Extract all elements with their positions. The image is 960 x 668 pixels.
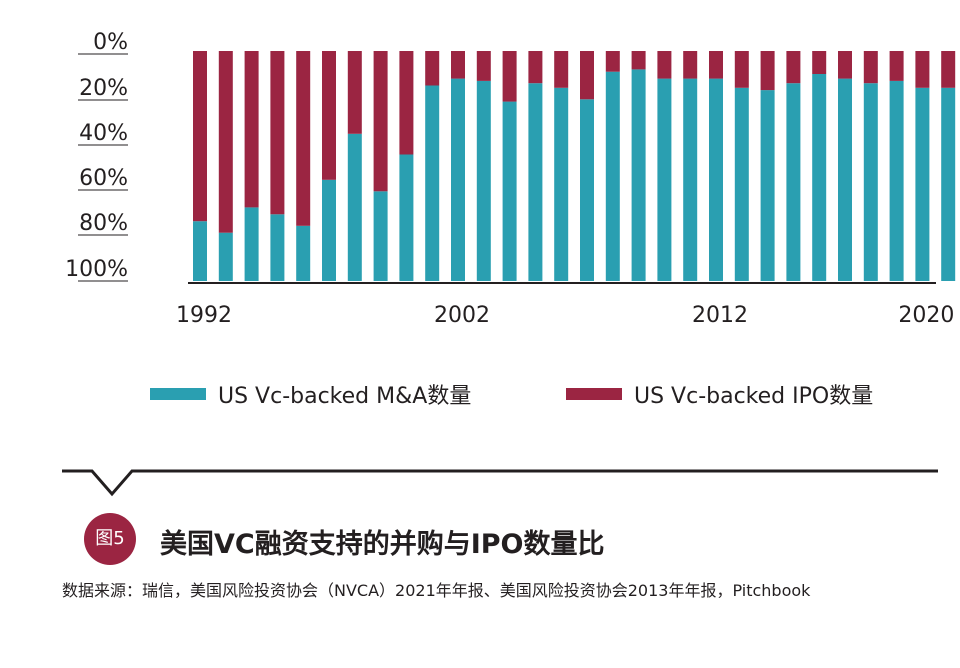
bar-ipo-2016: [812, 51, 827, 74]
bar-ma-1995: [270, 214, 285, 281]
bar-ma-1994: [244, 207, 259, 281]
bar-ma-2007: [580, 99, 594, 281]
bar-ma-2010: [657, 78, 672, 281]
bar-ipo-2009: [631, 51, 646, 70]
bar-ma-1996: [296, 225, 311, 281]
bar-ipo-2012: [709, 51, 723, 79]
y-tick-label: 40%: [79, 121, 128, 146]
bars: [193, 51, 956, 282]
bar-ipo-1999: [373, 51, 388, 192]
figure-title: 美国VC融资支持的并购与IPO数量比: [160, 529, 605, 560]
bar-ipo-2015: [786, 51, 801, 84]
bar-ma-2014: [760, 90, 775, 281]
bar-ipo-2002: [451, 51, 465, 79]
x-axis: 1992 2002 2012 2020: [176, 303, 954, 328]
bar-ma-2012: [709, 78, 723, 281]
bar-ma-2008: [605, 71, 620, 281]
bar-ipo-1996: [296, 51, 311, 226]
legend-swatch: [150, 388, 206, 400]
bar-ma-2015: [786, 83, 801, 281]
bar-ma-1999: [373, 191, 388, 281]
bar-ipo-2000: [399, 51, 414, 155]
bar-ma-2021: [941, 87, 956, 281]
bar-ipo-2020: [915, 51, 930, 88]
y-tick-label: 100%: [65, 257, 128, 282]
bar-ipo-1992: [193, 51, 207, 222]
caption-divider: [62, 469, 938, 497]
bar-ipo-2011: [683, 51, 698, 79]
x-tick-label: 2002: [434, 303, 490, 328]
bar-ipo-2019: [889, 51, 904, 81]
bar-ipo-2006: [554, 51, 569, 88]
bar-ma-2013: [734, 87, 749, 281]
bar-ma-2019: [889, 80, 904, 282]
y-tick-label: 0%: [93, 30, 128, 55]
y-tick-label: 20%: [79, 76, 128, 101]
bar-ipo-1994: [244, 51, 259, 208]
stacked-bar-chart: 0% 20% 40% 60% 80% 100% 1992 2002 2012 2020 US V…: [65, 30, 956, 409]
bar-ipo-2014: [760, 51, 775, 91]
bar-ipo-2007: [580, 51, 594, 100]
bar-ma-2018: [863, 83, 878, 281]
bar-ma-2001: [425, 85, 440, 281]
bar-ma-2004: [502, 101, 517, 281]
bar-ipo-1998: [347, 51, 362, 134]
bar-ipo-2001: [425, 51, 440, 86]
bar-ma-2011: [683, 78, 698, 281]
bar-ipo-2003: [476, 51, 491, 81]
legend-label: US Vc-backed IPO数量: [634, 384, 873, 409]
bar-ipo-2008: [605, 51, 620, 72]
y-tick-label: 60%: [79, 166, 128, 191]
legend-label: US Vc-backed M&A数量: [218, 384, 471, 409]
bar-ma-2017: [838, 78, 852, 281]
legend: US Vc-backed M&A数量 US Vc-backed IPO数量: [150, 384, 873, 409]
bar-ipo-2013: [734, 51, 749, 88]
y-tick-label: 80%: [79, 211, 128, 236]
bar-ipo-1997: [322, 51, 336, 180]
x-tick-label: 2020: [898, 303, 954, 328]
data-source-note: 数据来源：瑞信，美国风险投资协会（NVCA）2021年年报、美国风险投资协会20…: [62, 581, 811, 600]
bar-ma-2020: [915, 87, 930, 281]
bar-ma-1997: [322, 179, 336, 281]
bar-ipo-2017: [838, 51, 852, 79]
x-tick-label: 1992: [176, 303, 232, 328]
bar-ipo-2010: [657, 51, 672, 79]
bar-ma-2016: [812, 74, 827, 281]
bar-ipo-2018: [863, 51, 878, 84]
legend-swatch: [566, 388, 622, 400]
bar-ma-1998: [347, 133, 362, 281]
bar-ipo-2004: [502, 51, 517, 102]
bar-ipo-1995: [270, 51, 285, 215]
y-axis: 0% 20% 40% 60% 80% 100%: [65, 30, 128, 282]
bar-ipo-2005: [528, 51, 543, 84]
bar-ma-2000: [399, 154, 414, 281]
bar-ma-1992: [193, 221, 207, 281]
bar-ma-2002: [451, 78, 465, 281]
bar-ipo-2021: [941, 51, 956, 88]
bar-ipo-1993: [218, 51, 233, 233]
bar-ma-1993: [218, 232, 233, 281]
figure-number-badge: 图5: [84, 513, 136, 565]
bar-ma-2006: [554, 87, 569, 281]
x-tick-label: 2012: [692, 303, 748, 328]
bar-ma-2005: [528, 83, 543, 281]
bar-ma-2003: [476, 80, 491, 282]
bar-ma-2009: [631, 69, 646, 282]
